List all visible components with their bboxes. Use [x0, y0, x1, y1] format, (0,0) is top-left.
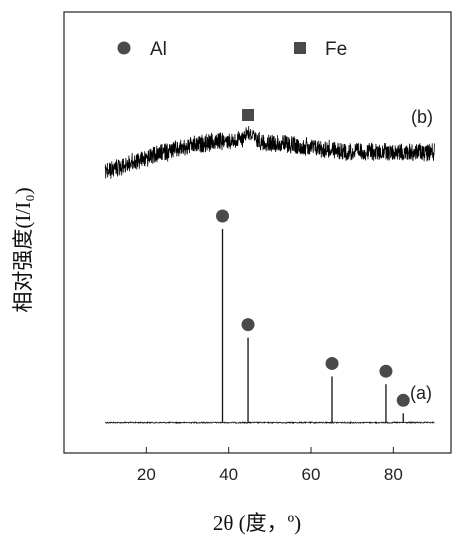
al-peak-marker [325, 356, 339, 370]
legend-fe-marker [294, 42, 306, 54]
al-peak-marker [241, 318, 255, 332]
x-ticks-layer: 20 40 60 80 [137, 447, 403, 484]
x-tick-label: 40 [219, 465, 238, 484]
series-a-baseline [104, 420, 435, 425]
x-axis-title: 2θ (度，º) [213, 511, 301, 535]
al-peak-marker [396, 393, 410, 407]
legend-fe-label: Fe [325, 39, 347, 60]
x-tick-label: 80 [384, 465, 403, 484]
curve-label-b: (b) [411, 107, 433, 127]
fe-peak-marker [242, 109, 255, 121]
traces-layer [104, 126, 435, 425]
plot-frame [63, 11, 452, 454]
al-peak-marker [379, 364, 393, 378]
x-tick-label: 20 [137, 465, 156, 484]
x-tick-label: 60 [302, 465, 321, 484]
al-peak-marker [216, 209, 230, 223]
legend-al-marker [117, 41, 131, 55]
y-axis-title: 相对强度(I/I₀) [11, 187, 35, 312]
legend-al-label: Al [150, 39, 167, 60]
peak-markers-layer [216, 109, 410, 407]
curve-label-a: (a) [410, 383, 432, 403]
series-b-trace [104, 126, 435, 179]
